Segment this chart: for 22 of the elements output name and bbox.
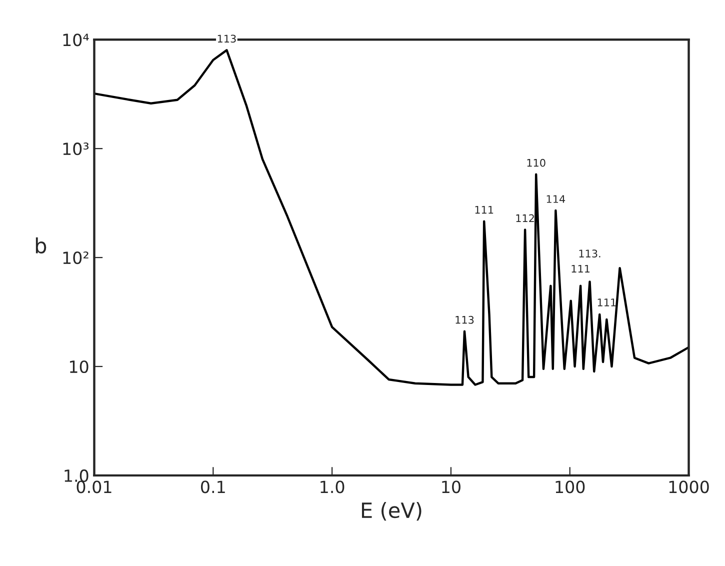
y-tick-label: 10² <box>63 251 88 264</box>
annotation: 111 <box>475 206 494 214</box>
x-tick-label: 100 <box>556 480 585 494</box>
x-tick-label: 10 <box>442 480 460 494</box>
y-tick-label: 10 <box>70 360 88 374</box>
annotation: 114 <box>546 195 566 203</box>
y-tick-label: 10⁴ <box>63 34 89 46</box>
x-tick-label: 0.1 <box>200 480 225 494</box>
y-tick-label: 10³ <box>63 142 89 156</box>
x-tick-label: 1000 <box>669 480 709 494</box>
x-axis-title: E (eV) <box>362 502 422 521</box>
annotation: 113 <box>456 316 474 324</box>
annotation: 110 <box>527 158 546 167</box>
y-axis-title: b <box>36 237 46 254</box>
x-tick-label: 1.0 <box>320 480 344 494</box>
annotation: 111 <box>572 264 590 273</box>
annotation: 113. <box>579 250 600 258</box>
x-tick-label: 0.01 <box>76 480 112 494</box>
y-tick-label: 1.0 <box>64 469 88 482</box>
annotation: 111 <box>598 298 616 306</box>
annotation: 112 <box>516 214 534 222</box>
annotation: 113 <box>218 34 236 43</box>
